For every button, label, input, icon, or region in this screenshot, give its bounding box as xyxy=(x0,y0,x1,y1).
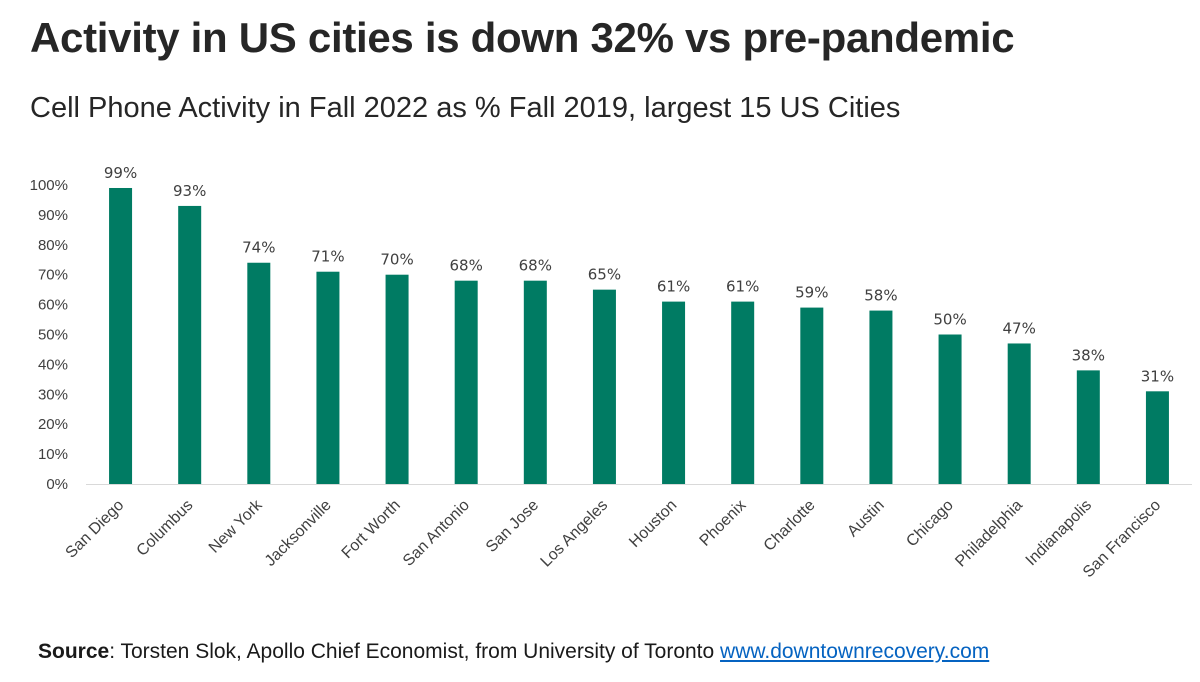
data-label: 65% xyxy=(588,266,621,284)
value-labels: 99% 93% 74% 71% 70% 68% 68% 65% 61% 61% 59% 58% 50% 4… xyxy=(104,164,1174,385)
y-tick-label: 90% xyxy=(38,207,68,224)
y-axis: 0% 10% 20% 30% 40% 50% 60% 70% 80% 90% 100% xyxy=(30,177,68,493)
y-tick-label: 0% xyxy=(46,476,68,493)
data-label: 47% xyxy=(1003,319,1036,337)
bar xyxy=(662,301,686,484)
source-note: Source: Torsten Slok, Apollo Chief Econo… xyxy=(38,640,989,664)
x-tick-label: San Jose xyxy=(483,497,542,556)
x-tick-label: Chicago xyxy=(903,497,957,551)
x-tick-label: Austin xyxy=(844,497,887,540)
data-label: 59% xyxy=(795,284,828,302)
x-tick-label: Fort Worth xyxy=(339,497,404,562)
data-label: 99% xyxy=(104,164,137,182)
x-tick-label: Charlotte xyxy=(761,497,819,555)
x-tick-label: Phoenix xyxy=(697,497,750,550)
source-link[interactable]: www.downtownrecovery.com xyxy=(720,640,990,663)
y-tick-label: 70% xyxy=(38,267,68,284)
data-label: 68% xyxy=(450,257,483,275)
y-tick-label: 30% xyxy=(38,386,68,403)
y-tick-label: 80% xyxy=(38,237,68,254)
y-tick-label: 20% xyxy=(38,416,68,433)
source-label: Source xyxy=(38,640,110,663)
bar xyxy=(592,289,616,484)
data-label: 93% xyxy=(173,182,206,200)
bar xyxy=(938,334,962,484)
data-label: 61% xyxy=(726,278,759,296)
x-tick-label: Columbus xyxy=(134,497,197,560)
x-tick-label: Indianapolis xyxy=(1023,497,1095,569)
x-tick-label: New York xyxy=(206,496,267,557)
bar xyxy=(731,301,755,484)
bar xyxy=(800,307,824,484)
bar xyxy=(1007,343,1031,484)
bar xyxy=(1076,370,1100,484)
x-tick-label: Los Angeles xyxy=(538,497,612,571)
x-tick-label: San Diego xyxy=(63,497,128,562)
data-label: 50% xyxy=(933,311,966,329)
x-tick-label: Houston xyxy=(626,497,680,551)
data-label: 38% xyxy=(1072,346,1105,364)
bar xyxy=(454,280,478,484)
data-label: 31% xyxy=(1141,367,1174,385)
bar-chart: 0% 10% 20% 30% 40% 50% 60% 70% 80% 90% 100% 99% 93%… xyxy=(30,164,1192,581)
bar xyxy=(869,310,893,484)
y-tick-label: 40% xyxy=(38,356,68,373)
y-tick-label: 10% xyxy=(38,446,68,463)
y-tick-label: 60% xyxy=(38,297,68,314)
bar xyxy=(178,205,202,484)
bar xyxy=(385,274,409,484)
data-label: 58% xyxy=(864,287,897,305)
source-text: : Torsten Slok, Apollo Chief Economist, … xyxy=(109,640,721,663)
x-tick-label: Jacksonville xyxy=(262,497,335,570)
data-label: 74% xyxy=(242,239,275,257)
data-label: 71% xyxy=(311,248,344,266)
bar xyxy=(1145,391,1169,484)
data-label: 70% xyxy=(380,251,413,269)
y-tick-label: 100% xyxy=(30,177,68,194)
chart-title: Activity in US cities is down 32% vs pre… xyxy=(30,14,1015,61)
bar xyxy=(523,280,547,484)
bar xyxy=(316,271,340,484)
data-label: 68% xyxy=(519,257,552,275)
data-label: 61% xyxy=(657,278,690,296)
bar xyxy=(109,187,133,485)
bar-series xyxy=(109,187,1169,485)
bar xyxy=(247,262,271,484)
chart-subtitle: Cell Phone Activity in Fall 2022 as % Fa… xyxy=(30,92,901,124)
y-tick-label: 50% xyxy=(38,327,68,344)
x-tick-label: Philadelphia xyxy=(952,497,1026,571)
x-tick-label: San Antonio xyxy=(400,497,473,570)
